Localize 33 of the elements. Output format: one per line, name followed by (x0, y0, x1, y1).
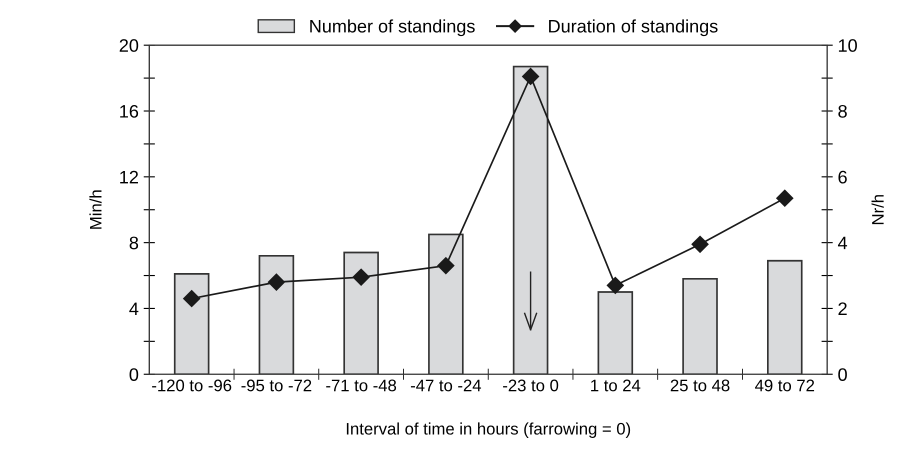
x-axis-title: Interval of time in hours (farrowing = 0) (346, 422, 630, 438)
point (352, 268, 370, 286)
x-tick-label: 1 to 24 (591, 380, 640, 392)
y2-axis-title: Nr/h (872, 195, 884, 224)
y2-tick-label: 8 (838, 104, 847, 118)
point (692, 236, 709, 253)
point (776, 190, 794, 207)
point (268, 274, 285, 291)
y-tick-label: 16 (120, 104, 138, 118)
y-tick-label: 20 (120, 39, 138, 52)
x-tick-label: -120 to -96 (152, 380, 232, 392)
y2-tick-label: 0 (838, 368, 847, 381)
y-axis-title: Min/h (89, 190, 102, 229)
x-tick-label: -95 to -72 (241, 380, 312, 392)
y-tick-label: 4 (129, 302, 138, 315)
y2-tick-label: 10 (838, 39, 857, 52)
legend-label: Number of standings (310, 19, 475, 36)
x-tick-label: -23 to 0 (503, 380, 558, 392)
y2-tick-label: 6 (838, 170, 847, 184)
x-tick-label: 49 to 72 (755, 380, 814, 392)
x-tick-label: -47 to -24 (410, 380, 482, 392)
x-tick-label: 25 to 48 (670, 380, 730, 392)
y-tick-label: 8 (130, 236, 138, 250)
y2-tick-label: 2 (838, 302, 847, 315)
point (183, 290, 200, 308)
x-tick-label: -71 to -48 (326, 380, 396, 392)
point (606, 276, 624, 294)
y-tick-label: 0 (130, 368, 138, 381)
point (522, 68, 540, 86)
y-tick-label: 12 (120, 170, 138, 184)
point (437, 257, 454, 274)
y2-tick-label: 4 (838, 236, 848, 250)
legend-label: Duration of standings (549, 19, 718, 36)
